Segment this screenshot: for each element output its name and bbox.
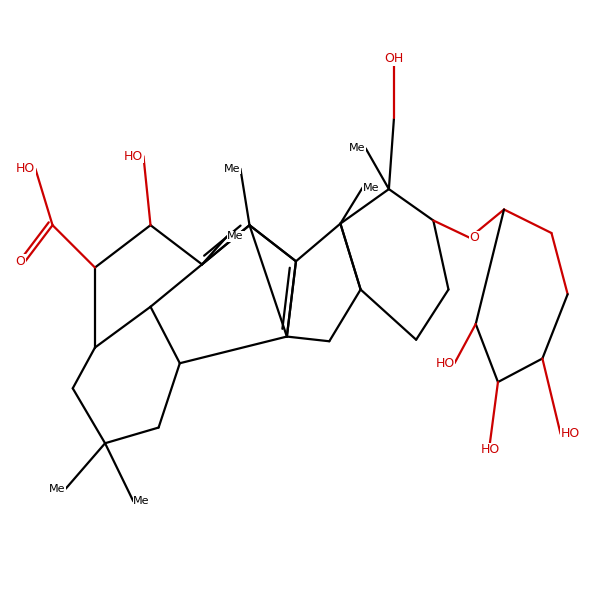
Text: Me: Me [227, 231, 244, 241]
Text: HO: HO [435, 357, 455, 370]
Text: HO: HO [16, 162, 35, 175]
Text: Me: Me [349, 143, 365, 154]
Text: Me: Me [224, 164, 241, 174]
Text: O: O [16, 255, 25, 268]
Text: HO: HO [560, 427, 580, 440]
Text: O: O [470, 231, 479, 244]
Text: Me: Me [133, 496, 150, 506]
Text: HO: HO [124, 149, 143, 163]
Text: HO: HO [480, 443, 500, 456]
Text: Me: Me [49, 484, 65, 494]
Text: Me: Me [362, 182, 379, 193]
Text: OH: OH [385, 52, 404, 65]
